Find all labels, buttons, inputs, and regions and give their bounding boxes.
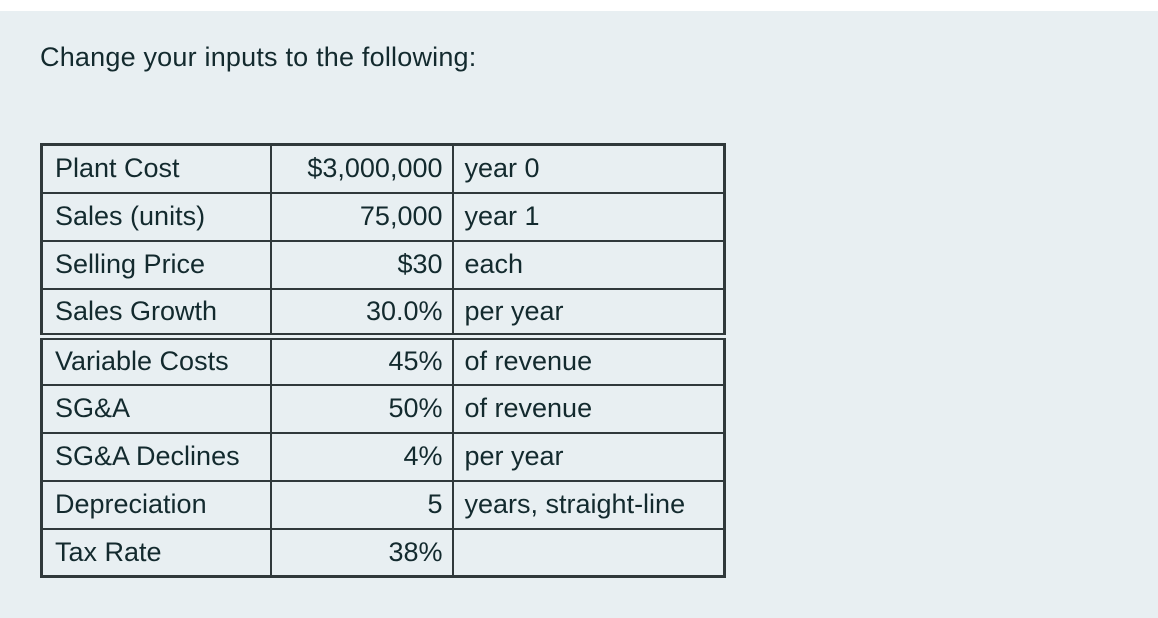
row-value: 38% (269, 527, 454, 578)
row-value: 4% (269, 431, 454, 482)
row-label: Selling Price (40, 239, 272, 290)
table-row: Depreciation 5 years, straight-line (40, 479, 726, 530)
table-row: Tax Rate 38% (40, 527, 726, 578)
table-row: SG&A 50% of revenue (40, 383, 726, 434)
row-unit (451, 527, 726, 578)
row-value: 50% (269, 383, 454, 434)
row-unit: each (451, 239, 726, 290)
row-label: Tax Rate (40, 527, 272, 578)
row-unit: per year (451, 431, 726, 482)
row-value: $30 (269, 239, 454, 290)
row-unit: of revenue (451, 383, 726, 434)
inputs-table: Plant Cost $3,000,000 year 0 Sales (unit… (40, 143, 726, 578)
page-background: Change your inputs to the following: Pla… (0, 11, 1158, 618)
table-row: Variable Costs 45% of revenue (40, 335, 726, 386)
row-value: 45% (269, 335, 454, 386)
row-unit: year 1 (451, 191, 726, 242)
top-strip (0, 0, 1158, 11)
row-label: SG&A (40, 383, 272, 434)
row-value: $3,000,000 (269, 143, 454, 194)
row-unit: years, straight-line (451, 479, 726, 530)
row-unit: of revenue (451, 335, 726, 386)
row-unit: per year (451, 287, 726, 340)
row-label: Variable Costs (40, 335, 272, 386)
row-label: Sales (units) (40, 191, 272, 242)
row-label: SG&A Declines (40, 431, 272, 482)
page-title: Change your inputs to the following: (40, 42, 477, 72)
row-value: 5 (269, 479, 454, 530)
table-row: SG&A Declines 4% per year (40, 431, 726, 482)
row-label: Plant Cost (40, 143, 272, 194)
row-unit: year 0 (451, 143, 726, 194)
table-row: Sales Growth 30.0% per year (40, 287, 726, 340)
row-value: 75,000 (269, 191, 454, 242)
table-row: Plant Cost $3,000,000 year 0 (40, 143, 726, 194)
row-value: 30.0% (269, 287, 454, 340)
table-row: Sales (units) 75,000 year 1 (40, 191, 726, 242)
row-label: Depreciation (40, 479, 272, 530)
table-row: Selling Price $30 each (40, 239, 726, 290)
row-label: Sales Growth (40, 287, 272, 340)
